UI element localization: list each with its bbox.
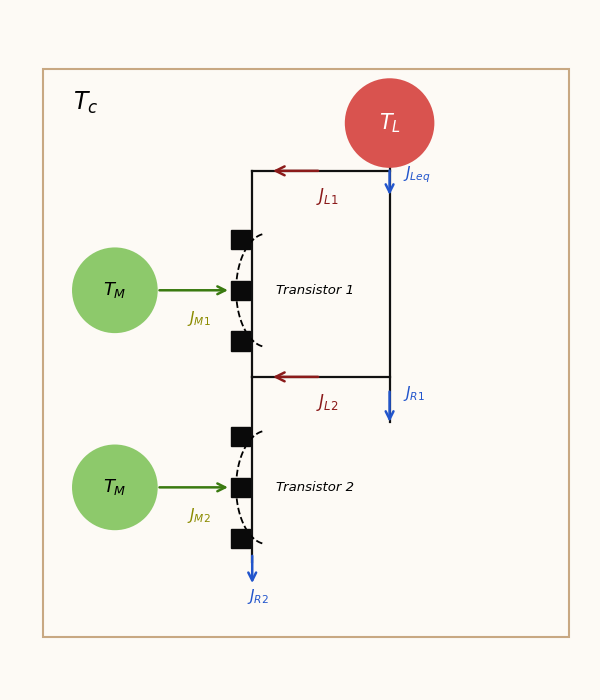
Text: Transistor 1: Transistor 1 bbox=[276, 284, 354, 297]
Text: $J_{R1}$: $J_{R1}$ bbox=[403, 384, 425, 402]
Circle shape bbox=[345, 78, 434, 168]
Bar bbox=[231, 427, 250, 446]
Text: $J_{R2}$: $J_{R2}$ bbox=[247, 587, 269, 606]
Text: $T_c$: $T_c$ bbox=[73, 90, 98, 116]
Bar bbox=[231, 528, 250, 547]
Bar bbox=[231, 478, 250, 497]
Circle shape bbox=[73, 248, 157, 332]
Text: Transistor 2: Transistor 2 bbox=[276, 481, 354, 494]
FancyBboxPatch shape bbox=[43, 69, 569, 637]
Text: $J_{M1}$: $J_{M1}$ bbox=[187, 309, 211, 328]
Text: $J_{L2}$: $J_{L2}$ bbox=[316, 392, 338, 413]
Bar bbox=[231, 281, 250, 300]
Text: $T_L$: $T_L$ bbox=[379, 111, 401, 135]
Bar bbox=[231, 230, 250, 249]
Text: $T_M$: $T_M$ bbox=[103, 477, 127, 498]
Text: $J_{M2}$: $J_{M2}$ bbox=[187, 506, 211, 525]
Text: $J_{Leq}$: $J_{Leq}$ bbox=[403, 164, 431, 186]
Circle shape bbox=[73, 446, 157, 529]
Text: $T_M$: $T_M$ bbox=[103, 280, 127, 300]
Text: $J_{L1}$: $J_{L1}$ bbox=[316, 186, 338, 206]
Bar bbox=[231, 332, 250, 351]
